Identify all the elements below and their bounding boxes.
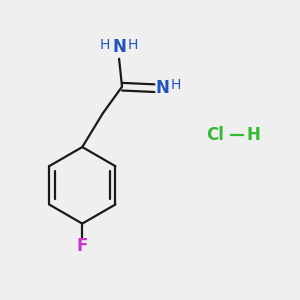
Text: N: N	[156, 79, 170, 97]
Text: H: H	[128, 38, 138, 52]
Text: N: N	[112, 38, 126, 56]
Text: F: F	[76, 237, 88, 255]
Text: H: H	[171, 78, 181, 92]
Text: H: H	[246, 126, 260, 144]
Text: Cl: Cl	[206, 126, 224, 144]
Text: H: H	[100, 38, 110, 52]
